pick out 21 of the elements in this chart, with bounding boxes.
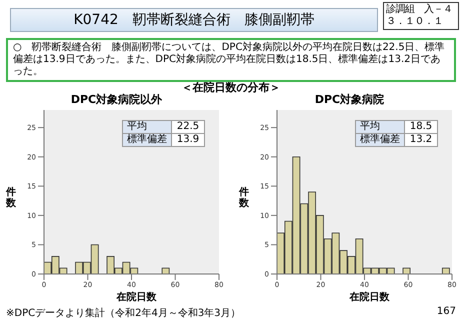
x-axis-title: 在院日数 (348, 290, 390, 304)
text: ３．１０．１ (386, 16, 444, 28)
chart-title: DPC対象病院以外 (70, 93, 162, 106)
text: K0742 靭帯断裂縫合術 膝側副靭帯 (10, 8, 378, 32)
annotation: 18.5 (404, 120, 438, 134)
text: 診調組 入－４ (386, 4, 454, 16)
annotation: 標準偏差 (356, 134, 404, 146)
text: 167 (436, 306, 456, 317)
annotation: 13.9 (172, 134, 204, 146)
annotation: 平均 (356, 120, 404, 134)
annotation: 標準偏差 (122, 134, 172, 146)
annotation: 平均 (122, 120, 172, 134)
y-axis-title: 件数 (238, 187, 250, 209)
text: ○ 靭帯断裂縫合術 膝側副靭帯については、DPC対象病院以外の平均在院日数は22.5日、標準偏差は13.9日であった。また、DPC対象病院の平均在院日数は18.5日、標準偏差は13.2日であった。 (6, 38, 456, 82)
text: ※DPCデータより集計（令和2年4月～令和3年3月） (6, 306, 241, 320)
chart-title: DPC対象病院 (314, 93, 384, 106)
annotation: 13.2 (404, 134, 438, 146)
y-axis-title: 件数 (4, 187, 17, 209)
annotation: 22.5 (172, 120, 204, 134)
text: ＜在院日数の分布＞ (182, 81, 280, 94)
x-axis-title: 在院日数 (115, 290, 158, 304)
